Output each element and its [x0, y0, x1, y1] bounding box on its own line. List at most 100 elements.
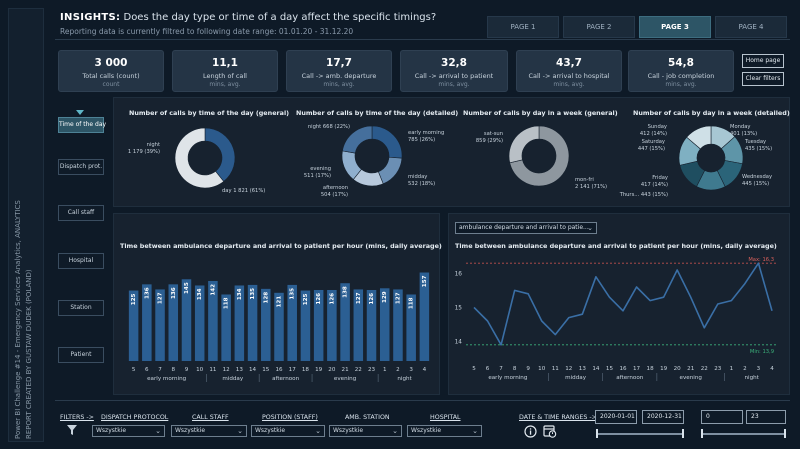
bar-tick-label: 5 — [132, 367, 136, 373]
page-tab-2[interactable]: PAGE 2 — [563, 16, 635, 38]
call-staff-select[interactable]: Wszystkie ⌄ — [171, 425, 247, 437]
donut-week-general-title: Number of calls by day in a week (genera… — [463, 109, 618, 117]
nav-hospital[interactable]: Hospital — [58, 253, 104, 269]
donut-label-general-0: night — [147, 142, 160, 148]
info-icon[interactable] — [524, 425, 537, 438]
donut-label-week_detailed-2: Wednesday — [742, 174, 772, 180]
series-line — [473, 262, 773, 346]
bar-value-label: 127 — [158, 292, 164, 304]
hour-slider-handle-end[interactable] — [784, 429, 786, 438]
bar — [261, 288, 271, 361]
page-tab-4[interactable]: PAGE 4 — [715, 16, 787, 38]
bar-value-label: 136 — [171, 287, 177, 299]
dispatch-protocol-select[interactable]: Wszystkie ⌄ — [92, 425, 165, 437]
date-to-input[interactable]: 2020-12-31 — [642, 410, 684, 424]
kpi-unit: mins, avg. — [438, 81, 470, 88]
date-from-input[interactable]: 2020-01-01 — [595, 410, 637, 424]
bar — [406, 294, 416, 361]
bar-tick-label: 21 — [342, 367, 350, 373]
bar-value-label: 118 — [409, 297, 415, 309]
bar — [221, 294, 231, 361]
caret-down-icon — [76, 110, 84, 115]
chevron-down-icon: ⌄ — [392, 427, 398, 435]
line-y-tick-label: 15 — [455, 305, 463, 311]
bar-tick-label: 20 — [328, 367, 336, 373]
bar-tick-label: 22 — [355, 367, 362, 373]
hour-from-input[interactable]: 0 — [701, 410, 743, 424]
donut-label-value-week_general-0: 2 141 (71%) — [575, 184, 607, 190]
calendar-clock-icon[interactable] — [543, 424, 557, 438]
donut-label-week_detailed-3: Thurs... 443 (15%) — [619, 192, 668, 198]
hour-to-input[interactable]: 23 — [746, 410, 786, 424]
line-group-label: evening — [680, 375, 703, 381]
nav-patient[interactable]: Patient — [58, 347, 104, 363]
measure-dropdown[interactable]: ambulance departure and arrival to patie… — [455, 222, 597, 234]
bar — [327, 289, 337, 361]
dispatch-protocol-value: Wszystkie — [96, 427, 127, 434]
date-range-note: Reporting data is currently filtred to f… — [60, 27, 354, 36]
kpi-label: Call - job completion — [647, 72, 715, 80]
kpi-call-to-patient: 32,8 Call -> arrival to patient mins, av… — [400, 50, 508, 92]
bar-value-label: 121 — [277, 296, 283, 308]
bar — [194, 285, 205, 361]
line-x-tick-label: 5 — [472, 366, 476, 372]
bar-value-label: 157 — [422, 275, 428, 287]
nav-time-of-day[interactable]: Time of the day — [58, 117, 106, 133]
clear-filters-button[interactable]: Clear filters — [742, 72, 784, 86]
bar-tick-label: 10 — [196, 367, 204, 373]
line-x-tick-label: 7 — [499, 366, 503, 372]
nav-station[interactable]: Station — [58, 300, 104, 316]
page-tab-3[interactable]: PAGE 3 — [639, 16, 711, 38]
filter-funnel-icon[interactable] — [66, 424, 78, 436]
kpi-call-to-hospital: 43,7 Call -> arrival to hospital mins, a… — [516, 50, 622, 92]
line-y-tick-label: 14 — [455, 339, 463, 345]
line-x-tick-label: 14 — [592, 366, 600, 372]
hour-slider-handle-start[interactable] — [701, 429, 703, 438]
bar — [419, 272, 430, 361]
bar — [247, 284, 258, 361]
date-slider-handle-end[interactable] — [682, 429, 684, 438]
donut-label-value-week_detailed-2: 445 (15%) — [742, 181, 769, 187]
line-group-label: afternoon — [616, 375, 644, 381]
kpi-label: Call -> arrival to patient — [414, 72, 494, 80]
position-staff-select[interactable]: Wszystkie ⌄ — [251, 425, 325, 437]
filter-divider — [55, 400, 790, 401]
page-tab-1[interactable]: PAGE 1 — [487, 16, 559, 38]
bar — [393, 289, 403, 361]
bar-value-label: 135 — [250, 288, 256, 300]
donut-label-week_general-0: mon-fri — [575, 177, 594, 183]
bar-chart: 1255136612771368145913410142111181213413… — [128, 272, 430, 382]
nav-call-staff[interactable]: Call staff — [58, 205, 104, 221]
bar — [340, 283, 350, 361]
kpi-value: 32,8 — [441, 57, 467, 69]
donut-label-value-general-0: 1 179 (39%) — [128, 149, 160, 155]
bar-value-label: 126 — [329, 293, 335, 305]
chevron-down-icon: ⌄ — [587, 224, 593, 232]
donut-label-week_detailed-6: Sunday — [648, 124, 667, 130]
line-x-tick-label: 20 — [674, 366, 682, 372]
date-time-ranges-title: DATE & TIME RANGES -> — [519, 414, 597, 421]
donut-label-week_detailed-5: Saturday — [642, 139, 665, 145]
bar — [142, 284, 152, 361]
position-staff-label: POSITION (STAFF) — [262, 414, 318, 421]
page-title-text: Does the day type or time of a day affec… — [120, 12, 437, 23]
nav-dispatch-protocol[interactable]: Dispatch prot. — [58, 159, 104, 175]
bar-tick-label: 15 — [262, 367, 270, 373]
date-slider-track[interactable] — [596, 433, 684, 435]
kpi-value: 11,1 — [212, 57, 238, 69]
home-page-button[interactable]: Home page — [742, 54, 784, 68]
hospital-select[interactable]: Wszystkie ⌄ — [407, 425, 482, 437]
dispatch-protocol-label: DISPATCH PROTOCOL — [101, 414, 169, 421]
bar — [155, 289, 165, 361]
donut-label-detailed-0: early morning — [408, 130, 444, 136]
call-staff-label: CALL STAFF — [192, 414, 229, 421]
bar-value-label: 127 — [395, 292, 401, 304]
donut-label-week_detailed-1: Tuesday — [744, 139, 766, 145]
amb-station-select[interactable]: Wszystkie ⌄ — [329, 425, 402, 437]
donut-label-value-week_detailed-5: 447 (15%) — [638, 146, 665, 152]
hour-slider-track[interactable] — [701, 433, 786, 435]
line-chart-panel — [448, 213, 790, 395]
date-slider-handle-start[interactable] — [596, 429, 598, 438]
measure-dropdown-value: ambulance departure and arrival to patie… — [459, 224, 589, 231]
hospital-label: HOSPITAL — [430, 414, 461, 421]
